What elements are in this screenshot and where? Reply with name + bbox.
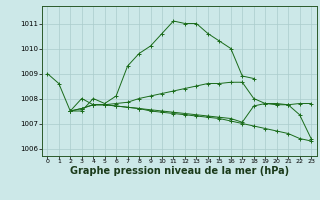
X-axis label: Graphe pression niveau de la mer (hPa): Graphe pression niveau de la mer (hPa) [70,166,289,176]
